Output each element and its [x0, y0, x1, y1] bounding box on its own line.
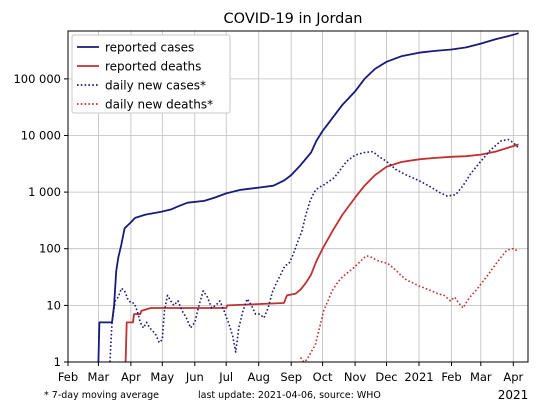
x-tick-label: Apr — [121, 370, 141, 384]
x-tick-label: Nov — [344, 370, 367, 384]
x-tick-label: Jul — [218, 370, 233, 384]
y-tick-label: 10 — [46, 298, 61, 312]
x-tick-label: Mar — [470, 370, 492, 384]
legend-label: daily new deaths* — [105, 98, 213, 112]
y-tick-label: 100 000 — [13, 72, 61, 86]
legend-label: reported cases — [105, 41, 194, 55]
x-tick-label: May — [150, 370, 174, 384]
legend-label: daily new cases* — [105, 79, 206, 93]
footnote: * 7-day moving average — [44, 390, 159, 401]
x-axis-year-label: 2021 — [498, 388, 529, 402]
last-update: last update: 2021-04-06, source: WHO — [198, 390, 381, 401]
legend-label: reported deaths — [105, 60, 201, 74]
plot-frame — [67, 30, 529, 363]
series-layer — [97, 32, 520, 362]
x-tick-label: Apr — [503, 370, 523, 384]
series-line-reported-deaths — [124, 143, 519, 362]
legend-box — [71, 34, 231, 114]
series-line-daily-new-cases — [109, 138, 520, 362]
y-tick-label: 100 — [39, 242, 61, 256]
y-tick-label: 1 000 — [28, 185, 61, 199]
chart-title: COVID-19 in Jordan — [224, 11, 363, 27]
y-tick-label: 1 — [54, 355, 61, 369]
x-tick-label: Mar — [88, 370, 110, 384]
x-tick-label: Feb — [58, 370, 78, 384]
x-axis: Feb Mar Apr May Jun Jul Aug Sep Oct Nov Dec 2021 Feb… — [58, 362, 524, 384]
legend: reported cases reported deaths daily new c… — [71, 34, 231, 114]
x-tick-label: Aug — [247, 370, 269, 384]
x-tick-label: Feb — [441, 370, 461, 384]
x-tick-label: Jun — [185, 370, 204, 384]
x-tick-label: 2021 — [404, 370, 433, 384]
series-line-reported-cases — [97, 32, 519, 362]
x-tick-label: Sep — [280, 370, 302, 384]
y-axis: 1 10 100 1 000 10 000 100 000 — [13, 72, 68, 369]
y-tick-label: 10 000 — [21, 129, 61, 143]
series-line-daily-new-deaths — [299, 247, 519, 362]
x-tick-label: Oct — [313, 370, 333, 384]
x-tick-label: Dec — [375, 370, 397, 384]
